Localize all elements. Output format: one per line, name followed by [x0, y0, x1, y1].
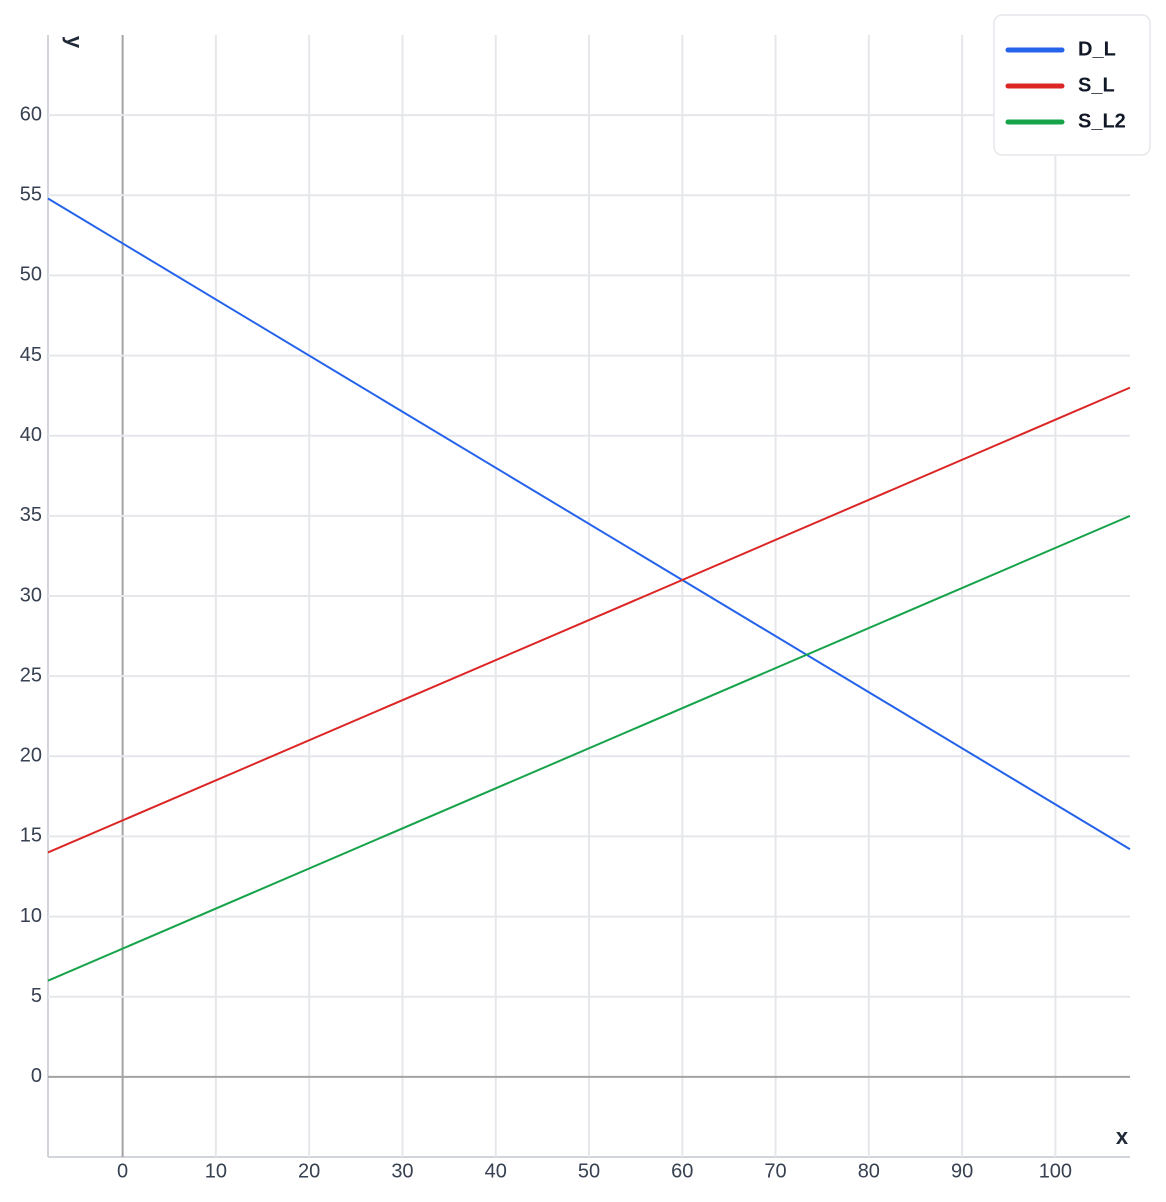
line-series	[47, 197, 1131, 851]
y-tick-label: 5	[31, 985, 42, 1007]
x-tick-label: 10	[205, 1160, 227, 1182]
x-tick-label: 90	[951, 1160, 973, 1182]
y-tick-label: 55	[20, 184, 42, 206]
y-tick-label: 50	[20, 264, 42, 286]
legend-label: D_L	[1078, 38, 1116, 60]
legend-label: S_L2	[1078, 110, 1126, 132]
x-tick-label: 100	[1039, 1160, 1072, 1182]
y-tick-label: 60	[20, 103, 42, 125]
y-tick-label: 35	[20, 504, 42, 526]
y-tick-label: 45	[20, 344, 42, 366]
plot: 0 10 20 30 40 50 60 70 80 90 100 0 5 10 15 20 25 30 35 40 45…	[20, 14, 1151, 1182]
x-tick-label: 30	[391, 1160, 413, 1182]
x-tick-label: 20	[298, 1160, 320, 1182]
legend-label: S_L	[1078, 74, 1115, 96]
x-tick-label: 50	[578, 1160, 600, 1182]
y-tick-label: 30	[20, 584, 42, 606]
line-series	[47, 386, 1131, 854]
x-axis-title: x	[1116, 1124, 1129, 1149]
x-tick-label: 0	[117, 1160, 128, 1182]
y-tick-label: 20	[20, 745, 42, 767]
y-tick-label: 0	[31, 1065, 42, 1087]
y-tick-label: 40	[20, 424, 42, 446]
y-tick-label: 10	[20, 905, 42, 927]
x-tick-label: 60	[671, 1160, 693, 1182]
line-series	[47, 514, 1131, 982]
y-tick-label: 15	[20, 825, 42, 847]
y-tick-label: 25	[20, 664, 42, 686]
x-tick-label: 40	[485, 1160, 507, 1182]
legend: D_L S_L S_L2	[993, 14, 1151, 156]
x-tick-label: 70	[764, 1160, 786, 1182]
y-axis-title: y	[62, 36, 87, 49]
x-tick-label: 80	[858, 1160, 880, 1182]
